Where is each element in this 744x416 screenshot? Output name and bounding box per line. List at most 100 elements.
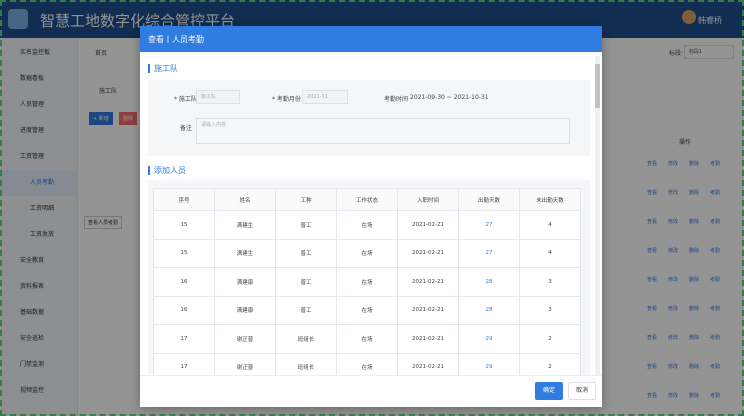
row-action[interactable]: 修改 (668, 190, 679, 196)
row-action[interactable]: 查看 (647, 161, 658, 167)
menu-item[interactable]: 基础数据 (20, 309, 45, 316)
table-cell: 4 (519, 210, 581, 240)
row-action[interactable]: 查看 (647, 335, 658, 341)
form: * 施工队 施工队 * 考勤月份 2021-11 考勤时间 2021-09-30… (148, 80, 590, 156)
row-action[interactable]: 查看 (647, 277, 658, 283)
column-header: 出勤天数 (458, 188, 520, 211)
month-label: * 考勤月份 (272, 96, 301, 103)
menu-item[interactable]: 工资明细 (30, 205, 55, 212)
menu-item[interactable]: 资料报表 (20, 283, 45, 290)
row-action[interactable]: 查看 (647, 306, 658, 312)
section-select[interactable]: 标段1 (684, 45, 734, 59)
table-cell: 3 (519, 267, 581, 297)
row-action[interactable]: 考勤 (710, 306, 721, 312)
row-action[interactable]: 考勤 (710, 248, 721, 254)
remark-input[interactable]: 请输入内容 (196, 118, 570, 144)
team-label: * 施工队 (174, 96, 197, 103)
section-label: 标段: (669, 50, 684, 57)
row-action[interactable]: 考勤 (710, 364, 721, 370)
menu-item[interactable]: 实名监控板 (20, 49, 51, 56)
row-action[interactable]: 查看 (647, 364, 658, 370)
row-action[interactable]: 修改 (668, 393, 679, 399)
menu-item[interactable]: 安全教育 (20, 257, 45, 264)
menu-item[interactable]: 视频监控 (20, 387, 45, 394)
cancel-button[interactable]: 取消 (568, 382, 596, 400)
row-action[interactable]: 考勤 (710, 161, 721, 167)
row-action[interactable]: 删除 (689, 393, 700, 399)
row-action[interactable]: 删除 (689, 190, 700, 196)
menu-item[interactable]: 安全巡检 (20, 335, 45, 342)
row-action[interactable]: 删除 (689, 277, 700, 283)
user-name[interactable]: 韩睿桥 (698, 16, 722, 25)
breadcrumb[interactable]: 首页 (95, 50, 108, 57)
period-label: 考勤时间 (384, 96, 409, 103)
sidebar: 实名监控板数据看板人员管理进度管理工资管理人员考勤工资明细工资发放安全教育资料报… (0, 38, 78, 416)
table-cell: 在场 (336, 295, 398, 325)
table-cell[interactable]: 29 (458, 324, 520, 354)
menu-item[interactable]: 工资发放 (30, 231, 55, 238)
row-action[interactable]: 修改 (668, 306, 679, 312)
row-action[interactable]: 删除 (689, 364, 700, 370)
staff-table: 序号 姓名 工种 工作状态 入职时间 出勤天数 未出勤天数 15 满建生 普工 在场 2021-02-… (153, 188, 581, 380)
row-action[interactable]: 删除 (689, 161, 700, 167)
delete-button[interactable]: 删除 (119, 112, 138, 125)
app-title: 智慧工地数字化综合管控平台 (40, 12, 236, 30)
menu-item[interactable]: 人员管理 (20, 101, 45, 108)
row-action[interactable]: 查看 (647, 219, 658, 225)
table-cell: 在场 (336, 238, 398, 268)
month-input[interactable]: 2021-11 (302, 90, 348, 104)
table-cell[interactable]: 27 (458, 238, 520, 268)
table-cell[interactable]: 28 (458, 295, 520, 325)
row-action[interactable]: 考勤 (710, 219, 721, 225)
menu-item[interactable]: 门禁监测 (20, 361, 45, 368)
table-container: 序号 姓名 工种 工作状态 入职时间 出勤天数 未出勤天数 15 满建生 普工 在场 2021-02-… (148, 180, 590, 380)
table-cell: 普工 (275, 210, 337, 240)
row-action[interactable]: 删除 (689, 219, 700, 225)
actions-header: 操作 (679, 139, 692, 146)
team-select[interactable]: 施工队 (196, 90, 240, 104)
table-cell: 在场 (336, 210, 398, 240)
menu-item[interactable]: 进度管理 (20, 127, 45, 134)
row-action[interactable]: 删除 (689, 248, 700, 254)
row-action[interactable]: 修改 (668, 364, 679, 370)
row-action[interactable]: 修改 (668, 161, 679, 167)
row-action[interactable]: 删除 (689, 335, 700, 341)
table-cell: 普工 (275, 295, 337, 325)
table-cell: 2021-02-21 (397, 210, 459, 240)
row-action[interactable]: 考勤 (710, 190, 721, 196)
modal: 查看丨人员考勤 施工队 * 施工队 施工队 * 考勤月份 2021-11 考勤时… (140, 26, 602, 407)
table-cell: 普工 (275, 267, 337, 297)
menu-item[interactable]: 人员考勤 (0, 170, 78, 196)
row-action[interactable]: 考勤 (710, 393, 721, 399)
row-action[interactable]: 考勤 (710, 335, 721, 341)
column-header: 工种 (275, 188, 337, 211)
avatar[interactable] (682, 10, 696, 24)
table-cell: 在场 (336, 324, 398, 354)
row-action[interactable]: 修改 (668, 219, 679, 225)
row-action[interactable]: 修改 (668, 335, 679, 341)
add-button[interactable]: + 新增 (89, 112, 113, 125)
row-action[interactable]: 考勤 (710, 277, 721, 283)
row-action[interactable]: 修改 (668, 248, 679, 254)
table-cell[interactable]: 27 (458, 210, 520, 240)
menu-item[interactable]: 工资管理 (20, 153, 45, 160)
row-action[interactable]: 查看 (647, 248, 658, 254)
column-header: 序号 (153, 188, 215, 211)
table-cell: 15 (153, 238, 215, 268)
row-action[interactable]: 查看 (647, 393, 658, 399)
menu-item[interactable]: 数据看板 (20, 75, 45, 82)
row-action[interactable]: 删除 (689, 306, 700, 312)
filter-label: 施工队 (99, 88, 118, 95)
table-row: 16 满建康 普工 在场 2021-02-21 28 3 (153, 295, 581, 325)
table-cell[interactable]: 28 (458, 267, 520, 297)
confirm-button[interactable]: 确定 (535, 382, 563, 400)
table-cell: 满建生 (214, 238, 276, 268)
table-row: 15 满建生 普工 在场 2021-02-21 27 4 (153, 238, 581, 268)
column-header: 入职时间 (397, 188, 459, 211)
scrollbar[interactable] (595, 56, 600, 376)
row-action[interactable]: 查看 (647, 190, 658, 196)
table-cell: 17 (153, 324, 215, 354)
row-action[interactable]: 修改 (668, 277, 679, 283)
scrollbar-thumb[interactable] (595, 64, 600, 108)
